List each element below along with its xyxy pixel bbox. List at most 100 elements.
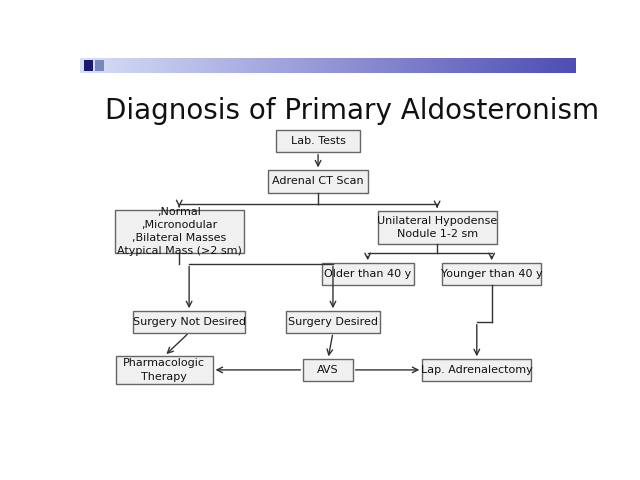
Bar <box>269 59 271 73</box>
Bar <box>370 59 372 73</box>
Bar <box>117 59 120 73</box>
Bar <box>479 59 482 73</box>
Bar <box>276 59 278 73</box>
Bar <box>164 59 167 73</box>
Bar <box>420 59 422 73</box>
Text: Lab. Tests: Lab. Tests <box>291 136 346 146</box>
Bar <box>322 263 413 285</box>
Bar <box>516 59 519 73</box>
Bar <box>207 59 209 73</box>
Bar <box>249 59 251 73</box>
Bar <box>452 59 454 73</box>
Bar <box>440 59 442 73</box>
Bar <box>492 59 494 73</box>
Bar <box>229 59 231 73</box>
Bar <box>380 59 383 73</box>
Bar <box>85 59 88 73</box>
Bar <box>214 59 216 73</box>
Bar <box>524 59 527 73</box>
Bar <box>244 59 246 73</box>
Bar <box>486 59 489 73</box>
Bar <box>191 59 194 73</box>
Bar <box>358 59 360 73</box>
Bar <box>261 59 264 73</box>
Bar <box>385 59 388 73</box>
Bar <box>286 59 289 73</box>
Bar <box>442 263 541 285</box>
Bar <box>241 59 244 73</box>
Bar <box>239 59 241 73</box>
Bar <box>303 359 353 381</box>
Bar <box>306 59 308 73</box>
Bar <box>514 59 516 73</box>
Bar <box>410 59 412 73</box>
Bar <box>264 59 266 73</box>
Bar <box>482 59 484 73</box>
Bar <box>288 59 291 73</box>
Bar <box>531 59 534 73</box>
Bar <box>534 59 536 73</box>
Bar <box>554 59 556 73</box>
Bar <box>372 59 375 73</box>
Bar <box>350 59 353 73</box>
Bar <box>437 59 440 73</box>
Bar <box>291 59 293 73</box>
Bar <box>422 359 531 381</box>
Bar <box>408 59 410 73</box>
Bar <box>122 59 125 73</box>
Bar <box>502 59 504 73</box>
Bar <box>360 59 363 73</box>
Text: Lap. Adrenalectomy: Lap. Adrenalectomy <box>421 365 532 375</box>
Bar <box>328 59 330 73</box>
Bar <box>375 59 378 73</box>
Bar <box>442 59 445 73</box>
Bar <box>293 59 296 73</box>
Bar <box>115 210 244 252</box>
Bar <box>174 59 177 73</box>
Bar <box>108 59 110 73</box>
Bar <box>333 59 335 73</box>
Bar <box>564 59 566 73</box>
Bar <box>286 311 380 333</box>
Bar <box>182 59 184 73</box>
Bar <box>199 59 202 73</box>
Bar <box>234 59 236 73</box>
Bar <box>363 59 365 73</box>
Bar <box>227 59 229 73</box>
Bar <box>189 59 191 73</box>
Bar <box>102 59 105 73</box>
Bar <box>167 59 169 73</box>
Bar <box>551 59 554 73</box>
Bar <box>281 59 284 73</box>
Bar <box>177 59 179 73</box>
Bar <box>172 59 174 73</box>
Bar <box>400 59 403 73</box>
Bar <box>216 59 219 73</box>
Bar <box>465 59 467 73</box>
Bar <box>330 59 333 73</box>
Bar <box>323 59 326 73</box>
Bar <box>571 59 573 73</box>
Bar <box>353 59 355 73</box>
Bar <box>504 59 507 73</box>
Bar <box>236 59 239 73</box>
Bar <box>432 59 435 73</box>
Bar <box>310 59 313 73</box>
Bar <box>145 59 147 73</box>
Bar <box>150 59 152 73</box>
Bar <box>271 59 273 73</box>
Bar <box>154 59 157 73</box>
Text: ,Normal
,Micronodular
,Bilateral Masses
Atypical Mass (>2 sm): ,Normal ,Micronodular ,Bilateral Masses … <box>116 206 242 256</box>
Bar <box>129 59 132 73</box>
Bar <box>95 60 104 71</box>
Bar <box>253 59 256 73</box>
Bar <box>383 59 385 73</box>
Bar <box>318 59 321 73</box>
Bar <box>120 59 122 73</box>
Bar <box>90 59 92 73</box>
Bar <box>474 59 477 73</box>
Bar <box>142 59 145 73</box>
Bar <box>536 59 539 73</box>
Bar <box>497 59 499 73</box>
Bar <box>422 59 425 73</box>
